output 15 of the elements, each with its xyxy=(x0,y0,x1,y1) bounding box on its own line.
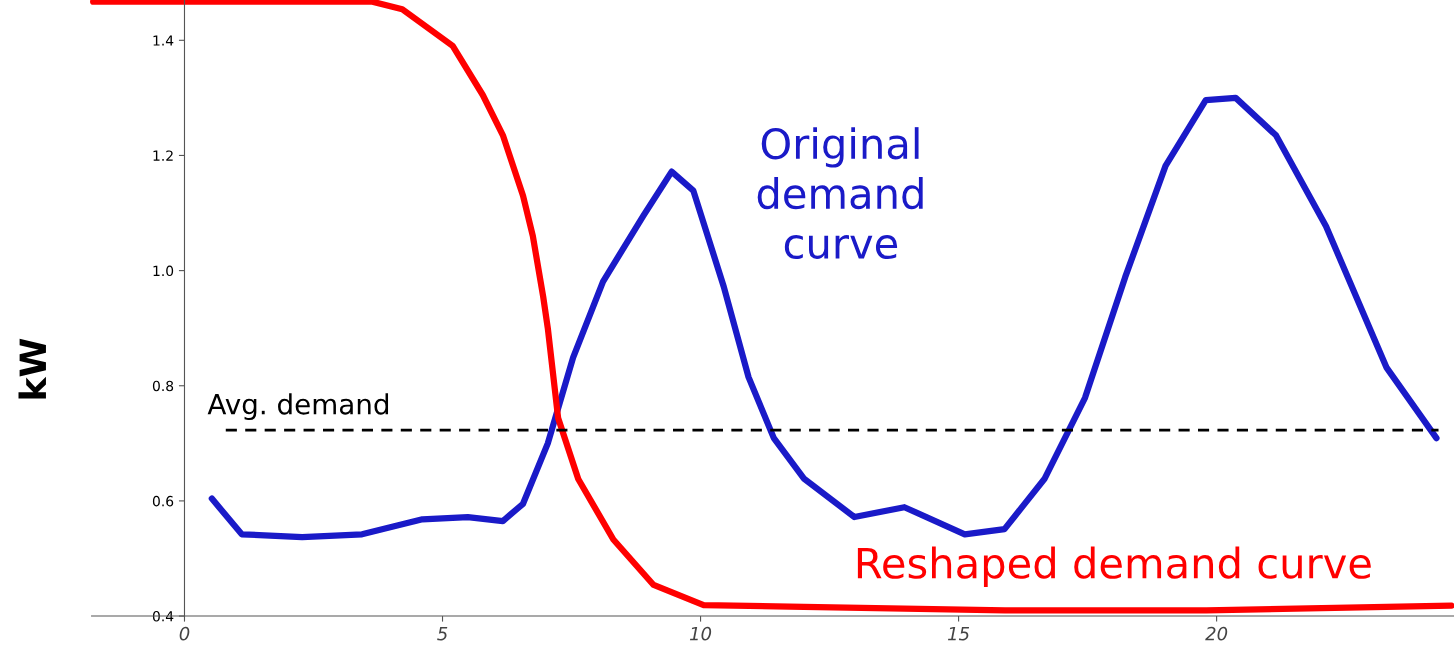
annotation: Reshaped demand curve xyxy=(857,546,1371,587)
x-tick-label: 5 xyxy=(437,627,448,641)
y-tick-label: 1.4 xyxy=(153,35,174,46)
x-tick-label: 15 xyxy=(947,627,970,641)
x-tick-label: 20 xyxy=(1205,626,1228,641)
y-tick-label: 1.0 xyxy=(153,265,174,277)
x-tick-label: 0 xyxy=(179,626,190,641)
annotation: Avg. demand xyxy=(207,393,389,421)
x-tick-label: 10 xyxy=(689,626,712,641)
annotation: Original demand curve xyxy=(757,127,923,260)
y-tick-label: 0.4 xyxy=(152,611,174,622)
y-axis-title: kW xyxy=(18,338,46,399)
y-tick-label: 1.2 xyxy=(153,150,173,161)
y-tick-label: 0.8 xyxy=(152,380,174,392)
y-tick-label: 0.6 xyxy=(152,495,174,507)
